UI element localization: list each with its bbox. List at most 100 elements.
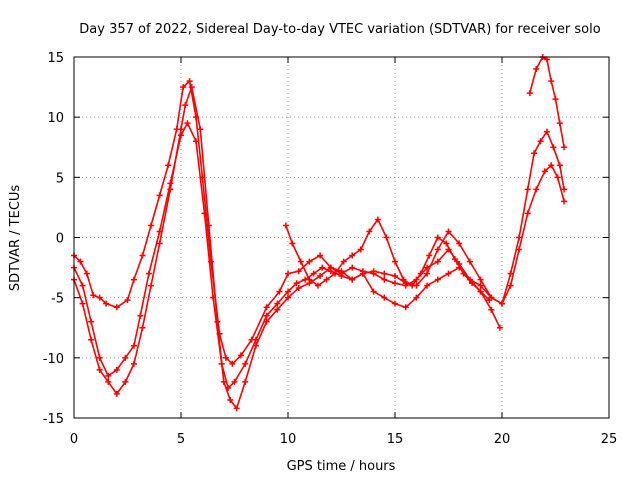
data-point [105,372,112,379]
data-point [130,360,137,367]
data-point [182,102,189,109]
data-point [148,282,155,289]
data-point [370,268,377,275]
x-tick-label: 0 [70,432,78,447]
data-point [556,162,563,169]
data-point [139,324,146,331]
y-axis-label: SDTVAR / TECUs [8,185,23,292]
series-line [73,122,501,389]
data-point [552,96,559,103]
data-point [359,270,366,277]
data-point [276,288,283,295]
data-point [297,258,304,265]
data-point [220,378,227,385]
y-tick-label: -10 [43,352,64,367]
data-point [556,120,563,127]
data-point [227,396,234,403]
x-tick-label: 20 [494,432,511,447]
data-point [507,282,514,289]
data-point [548,78,555,85]
data-point [323,276,330,283]
data-point [516,246,523,253]
data-point [103,300,110,307]
y-tick-label: -15 [43,412,64,427]
data-point [434,246,441,253]
data-point [319,264,326,271]
data-point [456,240,463,247]
data-point [392,280,398,287]
data-point [137,312,144,319]
x-tick-label: 10 [280,432,297,447]
grid [74,57,609,418]
series-line [285,218,490,301]
data-point [561,186,568,193]
data-point [285,270,291,277]
data-point [434,276,441,283]
plot-frame [73,56,610,419]
data-point [222,354,229,361]
data-point [122,378,129,385]
data-point [231,378,238,385]
data-point [443,240,450,247]
data-point [466,258,473,265]
data-point [145,270,152,277]
data-point [357,246,364,253]
data-point [186,78,193,85]
data-point [113,304,120,311]
data-point [274,300,281,307]
data-point [184,120,191,127]
data-point [148,222,155,229]
series-line [73,80,565,365]
data-point [392,273,398,280]
data-point [445,228,452,235]
y-tick-label: 5 [56,171,64,186]
data-point [105,378,112,385]
x-tick-label: 25 [601,432,618,447]
data-point [383,234,390,241]
data-point [317,252,324,259]
data-point [327,264,334,271]
data-point [165,162,172,169]
data-point [178,126,184,133]
data-point [233,405,240,412]
data-point [496,324,503,331]
data-point [96,294,103,301]
data-point [366,228,373,235]
data-point [180,84,187,91]
data-point [88,336,95,343]
data-point [488,306,495,313]
data-point [550,144,557,151]
data-point [451,256,458,263]
y-tick-label: 10 [47,111,64,126]
data-point [192,138,199,145]
data-point [197,126,204,133]
data-point [434,234,441,241]
data-point [413,294,420,301]
data-point [130,276,137,283]
data-point [524,210,531,217]
data-point [88,318,95,325]
data-point [122,354,129,361]
data-point [477,288,484,295]
data-point [332,270,339,277]
axis-ticks: 0 5 10 15 20 25 -15 -10 -5 0 5 10 15 [43,51,618,447]
data-point [381,276,388,283]
data-point [434,258,441,265]
data-point [426,252,433,259]
data-point [561,198,568,205]
data-point [499,300,505,307]
data-point [83,270,90,277]
series-line [73,86,565,410]
data-point [541,168,548,175]
data-point [561,144,568,151]
data-point [205,222,212,229]
data-point [263,304,270,311]
data-point [317,273,324,280]
data-point [349,276,356,283]
data-point [242,378,249,385]
data-point [526,90,533,97]
data-point [79,300,86,307]
data-point [201,210,208,217]
data-point [237,352,244,359]
data-point [229,360,236,367]
